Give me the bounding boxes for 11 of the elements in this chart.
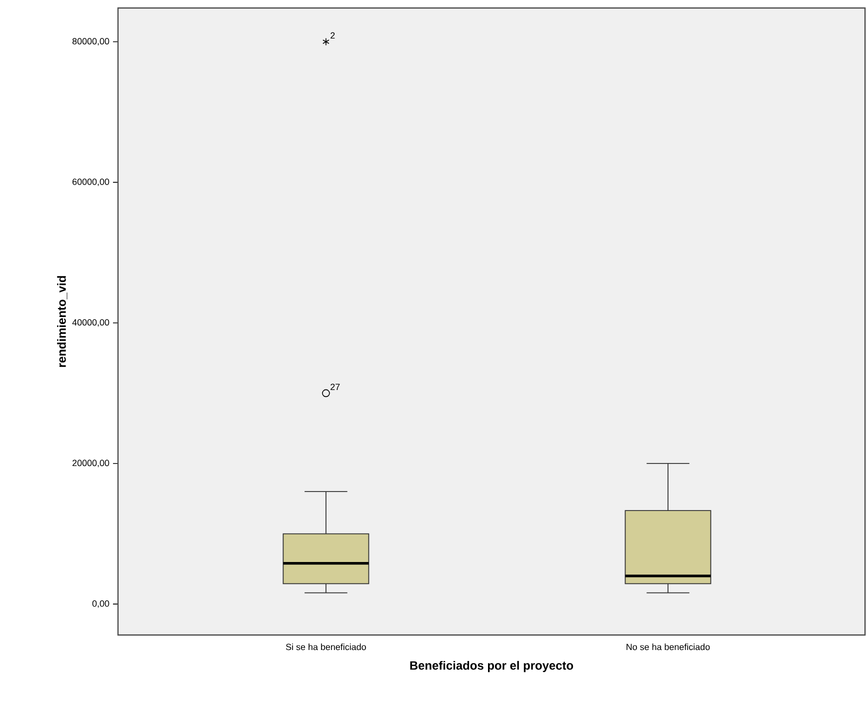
x-tick-label: No se ha beneficiado — [626, 644, 710, 650]
annotation: 27 — [330, 384, 340, 390]
x-axis-title: Beneficiados por el proyecto — [410, 660, 574, 672]
y-axis-title: rendimiento_vid — [57, 276, 68, 367]
y-tick-label: 40000,00 — [72, 319, 110, 327]
y-tick-label: 20000,00 — [72, 460, 110, 468]
y-tick-label: 60000,00 — [72, 178, 110, 186]
annotation: 2 — [330, 32, 335, 39]
y-tick-label: 0,00 — [92, 600, 110, 608]
x-tick-label: Si se ha beneficiado — [286, 644, 366, 650]
y-tick-label: 80000,00 — [72, 38, 110, 46]
